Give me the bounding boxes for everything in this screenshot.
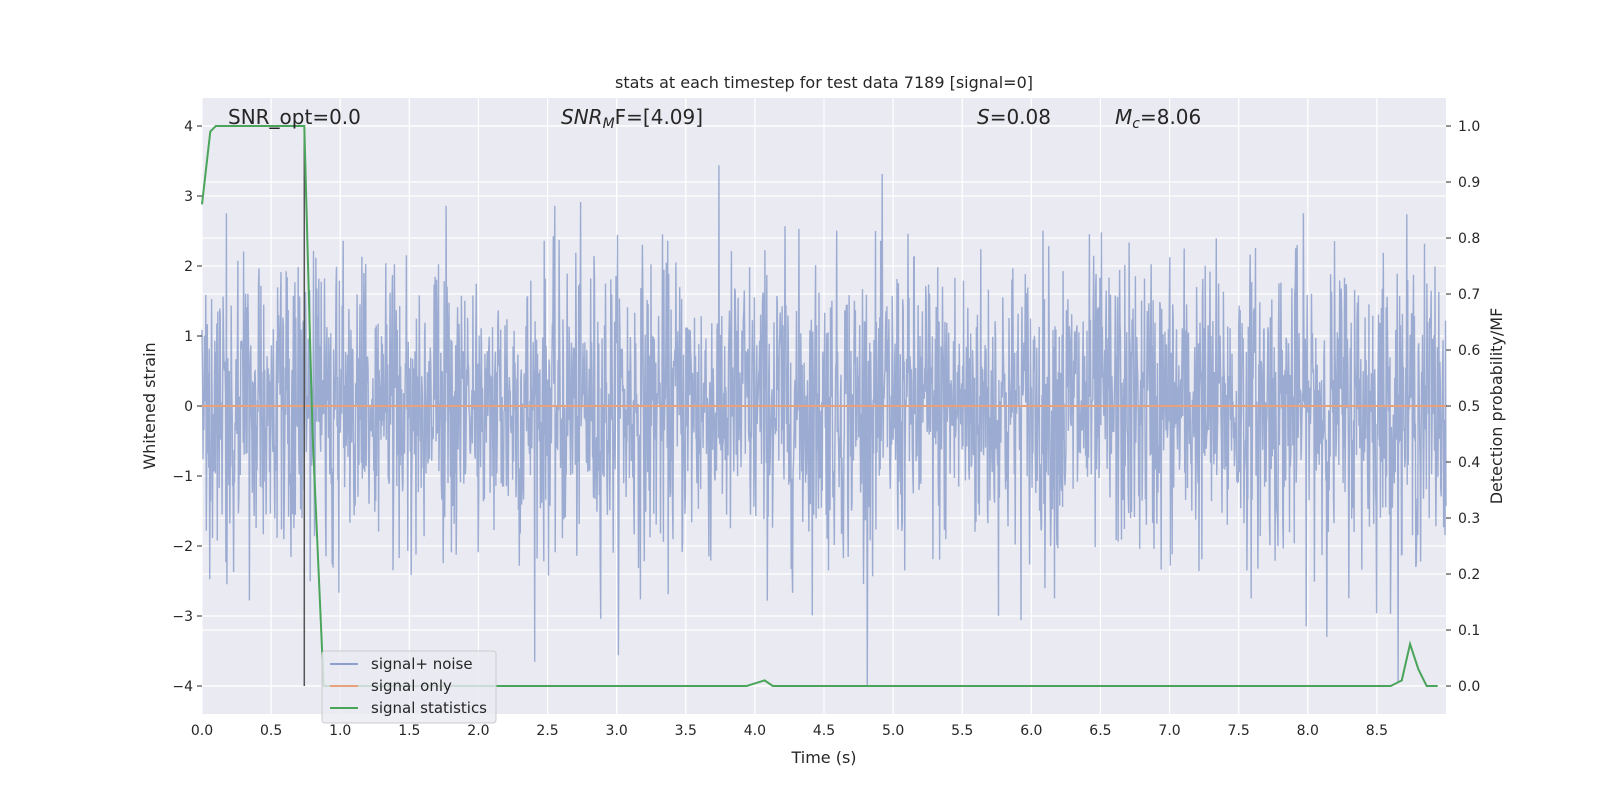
x-tick-label: 8.5 [1366, 723, 1388, 739]
y-right-tick-label: 0.7 [1458, 287, 1480, 303]
legend-box [321, 650, 497, 724]
legend-label-signal-statistics: signal statistics [371, 699, 487, 717]
x-axis-label: Time (s) [790, 748, 856, 767]
x-tick-label: 7.0 [1158, 723, 1180, 739]
y-left-tick-label: 0 [184, 399, 193, 415]
x-tick-label: 0.5 [260, 723, 282, 739]
y-left-tick-label: −3 [172, 609, 193, 625]
annotation-mc-sub: c [1132, 116, 1140, 132]
x-tick-label: 6.5 [1089, 723, 1111, 739]
legend-label-signal-only: signal only [371, 677, 452, 695]
y-right-tick-label: 0.9 [1458, 175, 1480, 191]
y-right-tick-label: 0.6 [1458, 343, 1480, 359]
annotation-s: S=0.08 [977, 105, 1051, 129]
y-left-tick-label: 4 [184, 119, 193, 135]
y-right-tick-label: 0.2 [1458, 567, 1480, 583]
x-tick-label: 1.0 [329, 723, 351, 739]
x-tick-label: 7.5 [1228, 723, 1250, 739]
x-tick-label: 4.5 [813, 723, 835, 739]
annotation-mc-label: M [1115, 105, 1132, 129]
x-tick-label: 1.5 [398, 723, 420, 739]
x-tick-label: 5.5 [951, 723, 973, 739]
legend: signal+ noise signal only signal statist… [321, 650, 497, 724]
y-left-tick-label: −2 [172, 539, 193, 555]
x-tick-label: 8.0 [1297, 723, 1319, 739]
y-right-tick-label: 0.0 [1458, 679, 1480, 695]
y-left-tick-label: 3 [184, 189, 193, 205]
annotation-s-label: S [977, 105, 990, 129]
x-tick-label: 5.0 [882, 723, 904, 739]
annotation-snr-mf-rest: F=[4.09] [615, 105, 703, 129]
y-left-tick-label: −4 [172, 679, 193, 695]
legend-label-signal-noise: signal+ noise [371, 655, 473, 673]
annotation-mc-value: =8.06 [1140, 105, 1201, 129]
y-left-tick-labels: 4 3 2 1 0 −1 −2 −3 −4 [172, 119, 202, 695]
y-right-tick-label: 1.0 [1458, 119, 1480, 135]
y-right-tick-labels: 1.0 0.9 0.8 0.7 0.6 0.5 0.4 0.3 0.2 0.1 0.0 [1446, 119, 1480, 695]
annotation-snr-opt: SNR_opt=0.0 [228, 105, 361, 129]
chart-title: stats at each timestep for test data 718… [615, 73, 1033, 92]
x-tick-label: 2.5 [536, 723, 558, 739]
x-tick-labels: 0.0 0.5 1.0 1.5 2.0 2.5 3.0 3.5 4.0 4.5 5.0 5.5 6.0 6… [191, 723, 1388, 739]
annotation-s-value: =0.08 [990, 105, 1051, 129]
annotation-snr-mf: SNRMF=[4.09] [561, 105, 703, 132]
x-tick-label: 0.0 [191, 723, 213, 739]
y-right-tick-label: 0.3 [1458, 511, 1480, 527]
y-right-tick-label: 0.4 [1458, 455, 1480, 471]
x-tick-label: 4.0 [744, 723, 766, 739]
y-right-tick-label: 0.5 [1458, 399, 1480, 415]
x-tick-label: 3.0 [606, 723, 628, 739]
y-right-tick-label: 0.1 [1458, 623, 1480, 639]
y-axis-right-label: Detection probability/MF [1487, 308, 1506, 505]
y-left-tick-label: 2 [184, 259, 193, 275]
signal-noise-line [201, 165, 1447, 687]
y-left-tick-label: 1 [184, 329, 193, 345]
x-tick-label: 2.0 [467, 723, 489, 739]
y-left-tick-label: −1 [172, 469, 193, 485]
y-axis-left-label: Whitened strain [140, 342, 159, 469]
x-tick-label: 3.5 [675, 723, 697, 739]
x-tick-label: 6.0 [1020, 723, 1042, 739]
y-right-tick-label: 0.8 [1458, 231, 1480, 247]
annotation-snr-mf-label: SNR [561, 105, 603, 129]
series-signal-noise [201, 165, 1447, 687]
annotation-snr-mf-sub: M [603, 116, 615, 132]
annotation-mc: Mc=8.06 [1115, 105, 1201, 132]
